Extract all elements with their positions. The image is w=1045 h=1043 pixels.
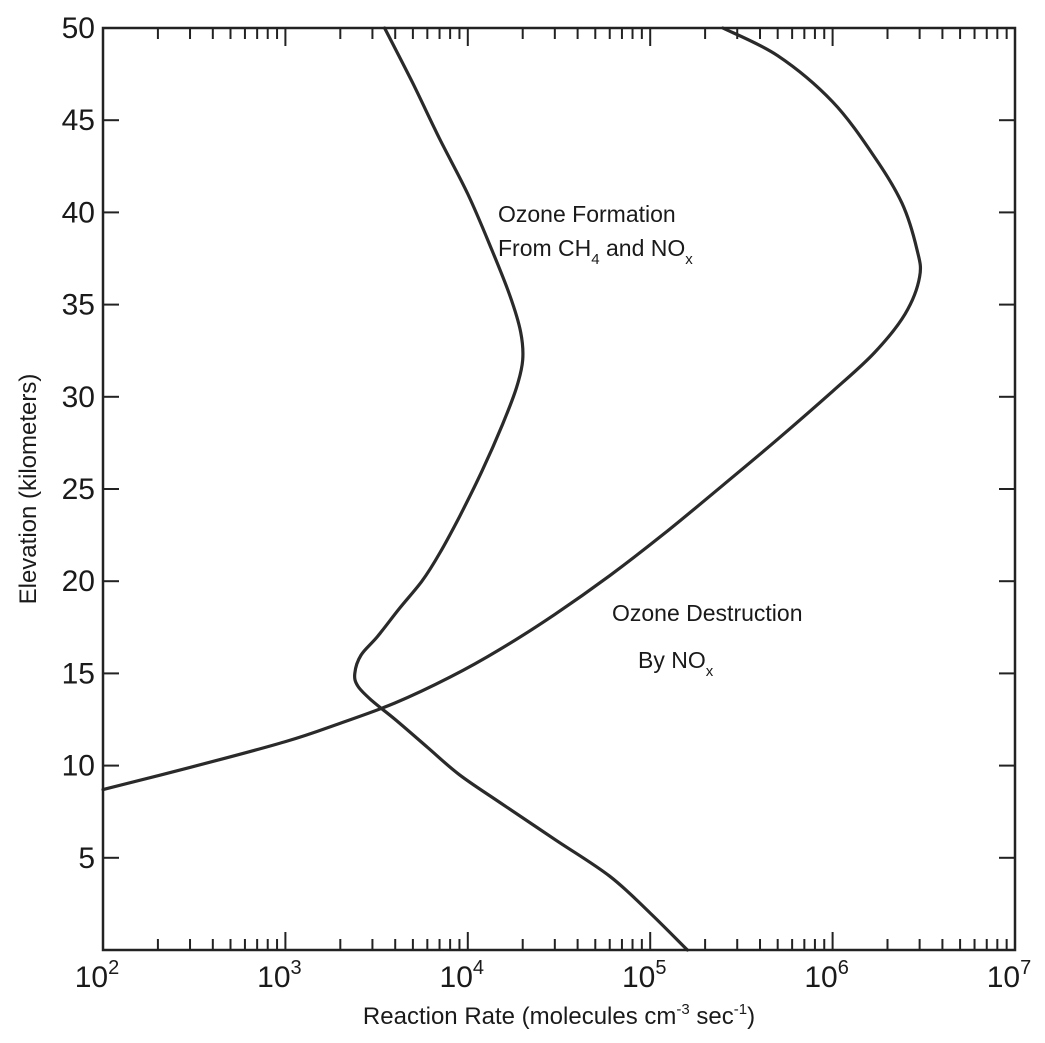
x-tick-label: 104 (440, 957, 485, 994)
y-tick-label: 10 (62, 750, 95, 783)
y-tick-label: 50 (62, 12, 95, 45)
x-tick-labels: 102 103 104 105 106 107 (75, 957, 1032, 994)
destruction-label-line2: By NOx (638, 647, 714, 680)
y-tick-label: 15 (62, 657, 95, 690)
destruction-label-line1: Ozone Destruction (612, 600, 802, 626)
y-tick-labels: 5 10 15 20 25 30 35 40 45 50 (62, 12, 95, 875)
formation-label-line2: From CH4 and NOx (498, 235, 693, 268)
series-lines (101, 26, 923, 952)
x-tick-label: 106 (804, 957, 849, 994)
y-tick-label: 45 (62, 104, 95, 137)
plot-frame (101, 26, 1017, 952)
y-axis-title: Elevation (kilometers) (15, 374, 42, 605)
x-tick-label: 105 (622, 957, 667, 994)
y-tick-label: 25 (62, 473, 95, 506)
series-ozone-destruction-line (101, 26, 923, 792)
y-tick-label: 20 (62, 565, 95, 598)
x-tick-label: 107 (987, 957, 1032, 994)
y-tick-label: 35 (62, 289, 95, 322)
y-tick-label: 30 (62, 381, 95, 414)
annotation-ozone-destruction: Ozone Destruction By NOx (612, 600, 802, 680)
x-tick-label: 102 (75, 957, 120, 994)
x-tick-label: 103 (257, 957, 302, 994)
y-tick-label: 40 (62, 196, 95, 229)
x-axis-title: Reaction Rate (molecules cm-3 sec-1) (363, 1001, 755, 1030)
series-ozone-formation-line (353, 26, 689, 952)
tick-marks (103, 27, 1015, 950)
formation-label-line1: Ozone Formation (498, 201, 676, 227)
annotation-ozone-formation: Ozone Formation From CH4 and NOx (498, 201, 693, 268)
y-tick-label: 5 (78, 842, 95, 875)
